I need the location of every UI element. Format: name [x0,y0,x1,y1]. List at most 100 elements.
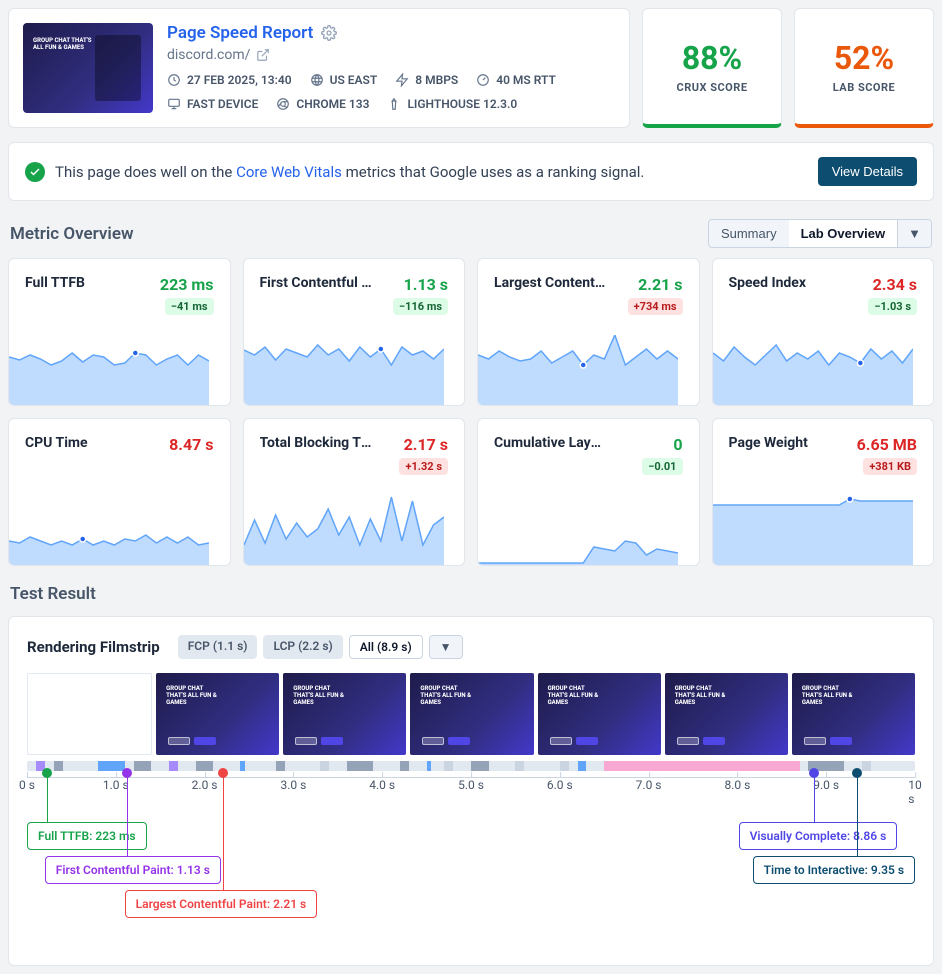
toggle-dropdown[interactable]: ▼ [897,220,931,247]
sparkline [244,495,444,565]
timeline-tick: 10 s [908,778,922,806]
filmstrip-frame[interactable]: GROUP CHAT THAT'S ALL FUN & GAMES [665,673,788,755]
page-title: Page Speed Report [167,23,313,43]
lab-score-label: LAB SCORE [833,81,896,94]
sparkline [9,495,209,565]
cwv-banner: This page does well on the Core Web Vita… [8,142,934,201]
page-url[interactable]: discord.com/ [167,47,250,63]
sparkline [713,335,913,405]
timeline-tick: 5.0 s [458,778,484,792]
metric-value: 6.65 MB [857,435,917,454]
sparkline [9,335,209,405]
metric-name: Largest Contentf… [494,275,607,291]
sparkline [478,495,678,565]
meta-date: 27 FEB 2025, 13:40 [167,73,292,87]
test-result-card: Rendering Filmstrip FCP (1.1 s) LCP (2.2… [8,616,934,966]
pill-all[interactable]: All (8.9 s) [349,635,423,659]
pill-dropdown[interactable]: ▼ [429,635,463,659]
timeline-tick: 3.0 s [280,778,306,792]
metric-card[interactable]: First Contentful P…1.13 s−116 ms [243,258,466,406]
metric-name: Page Weight [729,435,808,451]
crux-score-label: CRUX SCORE [677,81,748,94]
metric-grid: Full TTFB223 ms−41 msFirst Contentful P…… [8,258,934,566]
meta-device: FAST DEVICE [167,97,258,111]
report-header: GROUP CHAT THAT'S ALL FUN & GAMES Page S… [8,8,630,128]
metric-card[interactable]: Full TTFB223 ms−41 ms [8,258,231,406]
filmstrip-frame[interactable] [27,673,152,755]
toggle-lab[interactable]: Lab Overview [789,220,898,247]
metric-delta: −1.03 s [868,298,917,315]
filmstrip-frame[interactable]: GROUP CHAT THAT'S ALL FUN & GAMES [283,673,406,755]
metric-delta: −0.01 [642,458,682,475]
timeline-tick: 0 s [19,778,35,792]
metric-card[interactable]: Largest Contentf…2.21 s+734 ms [477,258,700,406]
metric-delta: −116 ms [393,298,448,315]
cwv-link[interactable]: Core Web Vitals [236,163,342,181]
toggle-summary[interactable]: Summary [709,220,789,247]
metric-value: 1.13 s [393,275,448,294]
filmstrip-frame[interactable]: GROUP CHAT THAT'S ALL FUN & GAMES [792,673,915,755]
meta-browser: CHROME 133 [276,97,369,111]
metric-value: 2.21 s [628,275,683,294]
metric-name: Speed Index [729,275,807,291]
metric-name: CPU Time [25,435,88,451]
marker-dot [42,768,52,778]
metric-card[interactable]: Cumulative Layout Shift 0 −0.01 [477,418,700,566]
globe-icon [310,73,324,87]
timeline-tick: 4.0 s [369,778,395,792]
metric-value: 8.47 s [169,435,213,454]
pill-fcp[interactable]: FCP (1.1 s) [178,635,258,659]
marker-label: Time to Interactive: 9.35 s [753,856,915,884]
page-thumbnail: GROUP CHAT THAT'S ALL FUN & GAMES [23,23,153,113]
timeline-tick: 9.0 s [813,778,839,792]
meta-region: US EAST [310,73,378,87]
marker-label: Visually Complete: 8.86 s [739,822,898,850]
section-title-overview: Metric Overview [10,224,708,244]
metric-card[interactable]: Speed Index 2.34 s −1.03 s [712,258,935,406]
crux-score-value: 88% [682,39,742,77]
sparkline [478,335,678,405]
metric-name: Cumulative Layout Shift [494,435,607,451]
clock-icon [167,73,181,87]
filmstrip: GROUP CHAT THAT'S ALL FUN & GAMESGROUP C… [27,673,915,755]
meta-rtt: 40 MS RTT [476,73,556,87]
filmstrip-frame[interactable]: GROUP CHAT THAT'S ALL FUN & GAMES [156,673,279,755]
metric-card[interactable]: CPU Time 8.47 s [8,418,231,566]
marker-label: Full TTFB: 223 ms [27,822,147,850]
lab-score-card[interactable]: 52% LAB SCORE [794,8,934,128]
marker-label: First Contentful Paint: 1.13 s [45,856,221,884]
metric-value: 223 ms [160,275,214,294]
timeline-tick: 7.0 s [636,778,662,792]
crux-score-card[interactable]: 88% CRUX SCORE [642,8,782,128]
section-title-result: Test Result [10,584,932,604]
timeline-tick: 8.0 s [724,778,750,792]
metric-value: 0 [642,435,682,454]
marker-dot [122,768,132,778]
meta-bandwidth: 8 MBPS [395,73,458,87]
view-details-button[interactable]: View Details [818,157,917,186]
activity-bar [27,761,915,771]
metric-card[interactable]: Page Weight 6.65 MB +381 KB [712,418,935,566]
gear-icon[interactable] [321,25,337,41]
timeline-tick: 1.0 s [103,778,129,792]
gauge-icon [476,73,490,87]
monitor-icon [167,97,181,111]
metric-value: 2.34 s [868,275,917,294]
timeline: 0 s1.0 s2.0 s3.0 s4.0 s5.0 s6.0 s7.0 s8.… [27,777,915,947]
timeline-tick: 6.0 s [547,778,573,792]
filmstrip-frame[interactable]: GROUP CHAT THAT'S ALL FUN & GAMES [538,673,661,755]
lab-score-value: 52% [834,39,894,77]
lighthouse-icon [387,97,401,111]
banner-text: This page does well on the Core Web Vita… [55,163,808,181]
external-link-icon[interactable] [256,48,270,62]
lightning-icon [395,73,409,87]
pill-lcp[interactable]: LCP (2.2 s) [263,635,342,659]
metric-card[interactable]: Total Blocking Ti…2.17 s+1.32 s [243,418,466,566]
thumbnail-text: GROUP CHAT THAT'S ALL FUN & GAMES [33,37,93,51]
metric-delta: +381 KB [863,458,917,475]
timeline-tick: 2.0 s [192,778,218,792]
marker-dot [852,768,862,778]
filmstrip-frame[interactable]: GROUP CHAT THAT'S ALL FUN & GAMES [410,673,533,755]
marker-dot [809,768,819,778]
check-circle-icon [25,162,45,182]
